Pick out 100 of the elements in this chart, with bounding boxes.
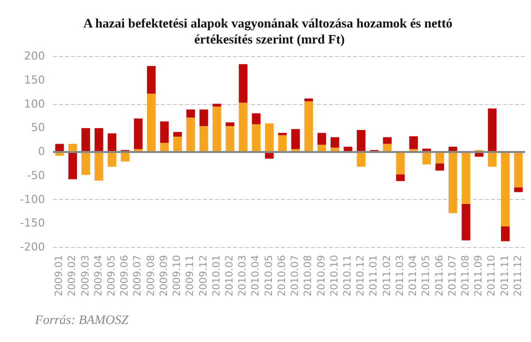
bar [396, 174, 405, 182]
bar [462, 204, 470, 240]
x-tick-label: 2011.08 [460, 255, 472, 296]
x-tick-label: 2010.03 [238, 255, 249, 296]
x-tick-label: 2011.06 [434, 255, 446, 296]
x-tick-label: 2010.11 [342, 255, 354, 296]
bar [160, 142, 169, 152]
bar [68, 144, 77, 152]
bar [396, 152, 405, 174]
bar [278, 135, 287, 152]
x-tick-label: 2010.04 [250, 255, 262, 296]
bar [186, 109, 195, 118]
bar [409, 136, 418, 150]
y-tick-label: 100 [24, 97, 45, 110]
bar [330, 137, 340, 148]
x-tick-label: 2009.08 [146, 255, 157, 296]
x-tick-label: 2009.03 [80, 255, 92, 296]
x-tick-label: 2009.06 [120, 255, 131, 296]
bar [186, 118, 195, 152]
y-tick-label: 200 [24, 50, 45, 62]
x-tick-label: 2010.09 [316, 255, 328, 296]
bar [278, 132, 287, 136]
bar [147, 66, 156, 94]
x-tick-label: 2009.09 [158, 255, 170, 296]
bar [108, 133, 116, 152]
text: Forrás: BAMOSZ [34, 312, 130, 327]
bar [344, 146, 352, 152]
bar [448, 152, 458, 214]
x-tick-label: 2009.12 [198, 255, 210, 296]
bar [488, 108, 497, 152]
y-tick-label: 150 [24, 73, 45, 86]
x-tick-label: 2011.07 [447, 255, 458, 296]
x-tick-label: 2010.07 [290, 255, 302, 296]
x-tick-label: 2010.05 [264, 255, 275, 296]
bar [226, 126, 234, 152]
bar [304, 101, 313, 152]
chart-title: A hazai befektetési alapok vagyonának változása hozamok és nettó értékesítés szerint (mrd Ft) [83, 16, 456, 46]
bar [501, 152, 510, 226]
x-tick-label: 2009.11 [185, 255, 196, 296]
x-tick-label: 2010.01 [211, 255, 222, 296]
bar [238, 102, 248, 152]
bar [488, 152, 497, 167]
bar [160, 121, 169, 143]
x-tick-label: 2009.10 [172, 255, 184, 296]
bar [212, 106, 222, 152]
bar [173, 136, 182, 152]
y-tick-label: 0 [38, 145, 45, 158]
x-tick-label: 2011.10 [486, 255, 498, 296]
bar [252, 124, 261, 152]
bar [134, 118, 143, 150]
bar [173, 132, 182, 137]
bar [514, 152, 523, 188]
y-tick-label: -150 [20, 216, 45, 230]
y-tick-label: -200 [20, 240, 45, 254]
bar [94, 128, 104, 152]
bar [514, 187, 523, 192]
x-tick-label: 2009.01 [54, 255, 66, 296]
x-tick-label: 2010.08 [303, 255, 314, 296]
bar [226, 122, 234, 126]
x-tick-label: 2011.05 [421, 255, 432, 296]
x-tick-label: 2011.12 [512, 255, 524, 296]
x-tick-label: 2011.02 [382, 255, 393, 296]
bar [291, 129, 300, 150]
x-tick-label: 2011.04 [408, 255, 420, 296]
bar [68, 152, 77, 180]
x-tick-label: 2009.07 [132, 255, 144, 296]
y-tick-label: -50 [27, 168, 45, 182]
bar [304, 98, 313, 102]
bar [94, 152, 104, 181]
bar [238, 64, 248, 103]
x-tick-label: 2009.04 [93, 255, 104, 296]
y-tick-label: 50 [31, 121, 45, 134]
bar [356, 152, 366, 167]
x-tick-label: 2010.10 [329, 255, 340, 296]
bar [147, 94, 156, 152]
bar [317, 132, 326, 145]
x-tick-label: 2011.03 [394, 255, 406, 296]
x-tick-label: 2010.06 [276, 255, 288, 296]
y-tick-label: -100 [20, 192, 45, 206]
x-tick-label: 2010.02 [224, 255, 236, 296]
bar [356, 130, 366, 152]
bar [265, 123, 274, 152]
bar [435, 163, 444, 171]
bar [199, 109, 208, 126]
bar [383, 137, 392, 144]
x-tick-label: 2011.01 [368, 255, 380, 296]
bar [252, 113, 261, 124]
bar [448, 146, 458, 152]
bar [81, 128, 90, 152]
bar [501, 226, 510, 242]
bar [108, 152, 116, 167]
x-tick-label: 2010.12 [356, 255, 367, 296]
x-tick-label: 2009.05 [106, 255, 118, 296]
bar [55, 144, 64, 152]
bar [383, 144, 392, 152]
bar [462, 152, 470, 204]
x-tick-label: 2009.02 [67, 255, 78, 296]
bar [81, 152, 90, 175]
x-tick-label: 2011.09 [474, 255, 485, 296]
bar [199, 126, 208, 152]
